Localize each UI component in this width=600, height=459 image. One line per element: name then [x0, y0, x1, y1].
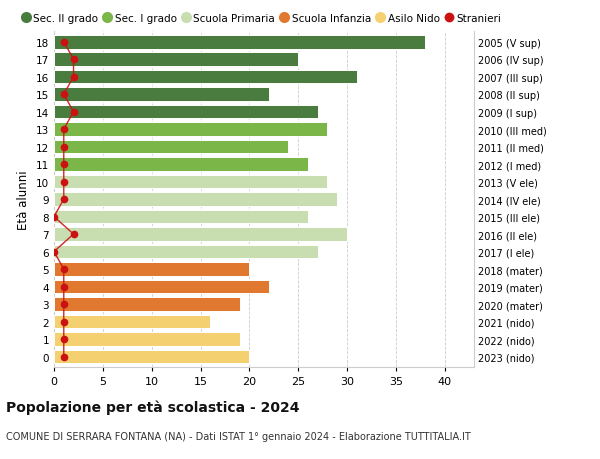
Bar [54, 245, 318, 259]
Bar [54, 228, 347, 241]
Bar [54, 36, 425, 50]
Legend: Sec. II grado, Sec. I grado, Scuola Primaria, Scuola Infanzia, Asilo Nido, Stran: Sec. II grado, Sec. I grado, Scuola Prim… [22, 13, 501, 23]
Bar [54, 332, 239, 346]
Bar [54, 315, 210, 329]
Bar [54, 106, 318, 119]
Bar [54, 175, 328, 189]
Bar [54, 210, 308, 224]
Bar [54, 350, 250, 364]
Bar [54, 88, 269, 102]
Bar [54, 140, 289, 154]
Bar [54, 123, 328, 137]
Y-axis label: Età alunni: Età alunni [17, 170, 31, 230]
Bar [54, 263, 250, 276]
Bar [54, 71, 357, 84]
Bar [54, 53, 298, 67]
Bar [54, 297, 239, 311]
Text: COMUNE DI SERRARA FONTANA (NA) - Dati ISTAT 1° gennaio 2024 - Elaborazione TUTTI: COMUNE DI SERRARA FONTANA (NA) - Dati IS… [6, 431, 471, 442]
Bar [54, 280, 269, 294]
Bar [54, 193, 337, 207]
Bar [54, 158, 308, 172]
Text: Popolazione per età scolastica - 2024: Popolazione per età scolastica - 2024 [6, 399, 299, 414]
